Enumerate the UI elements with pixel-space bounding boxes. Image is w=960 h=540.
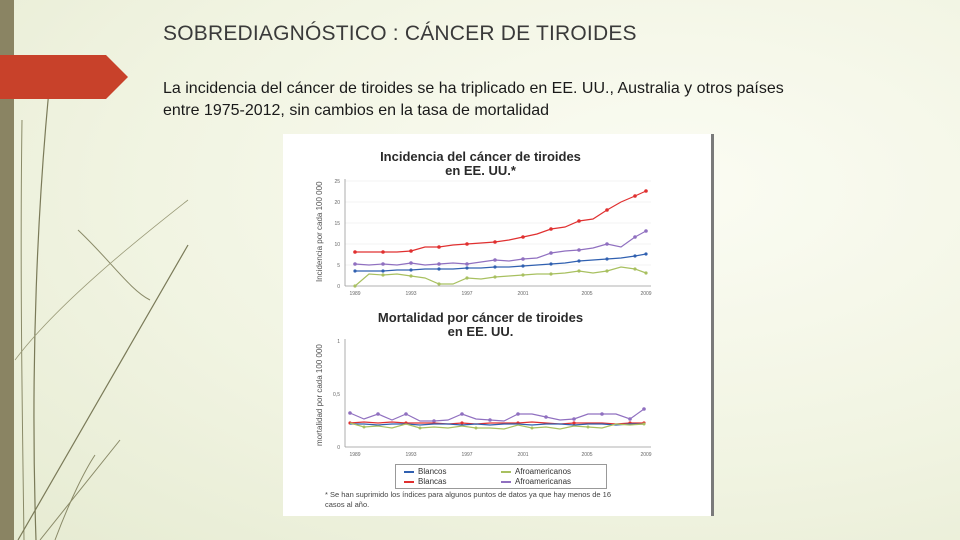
legend-item-afroamericanas: Afroamericanas <box>501 477 571 486</box>
legend-label-afroamericanos: Afroamericanos <box>515 467 572 476</box>
figure-right-border <box>711 134 714 516</box>
incidence-xtick: 2009 <box>640 291 651 297</box>
legend-label-blancos: Blancos <box>418 467 447 476</box>
incidence-series-red <box>353 189 648 254</box>
incidence-xtick: 1997 <box>461 291 472 297</box>
legend-item-blancos: Blancos <box>404 467 446 476</box>
legend-swatch-purple <box>501 480 511 483</box>
thyroid-figure: Incidencia del cáncer de tiroides en EE.… <box>283 134 714 516</box>
legend-swatch-red <box>404 480 414 483</box>
incidence-series-blue <box>353 252 648 273</box>
incidence-ytick: 15 <box>334 221 340 227</box>
mortality-ytick: 0,5 <box>333 392 340 398</box>
slide-title: SOBREDIAGNÓSTICO : CÁNCER DE TIROIDES <box>163 22 637 45</box>
incidence-series-green <box>353 266 648 288</box>
mortality-title-line1: Mortalidad por cáncer de tiroides <box>377 310 584 325</box>
legend-swatch-green <box>501 470 511 473</box>
slide-subtitle: La incidencia del cáncer de tiroides se … <box>163 80 784 119</box>
legend-item-afroamericanos: Afroamericanos <box>501 467 571 476</box>
incidence-grid <box>345 180 651 266</box>
mortality-yticks: 1 0,5 0 <box>333 339 340 451</box>
incidence-ytick: 25 <box>334 179 340 185</box>
figure-footnote: * Se han suprimido los índices para algu… <box>325 490 612 509</box>
mortality-xtick: 1989 <box>349 452 360 458</box>
incidence-chart-title: Incidencia del cáncer de tiroides en EE.… <box>283 150 678 178</box>
incidence-xticks: 1989 1993 1997 2001 2005 2009 <box>349 291 651 297</box>
decorative-lines <box>14 79 189 540</box>
mortality-xtick: 2009 <box>640 452 651 458</box>
mortality-ytick: 1 <box>337 339 340 345</box>
incidence-ytick: 20 <box>334 200 340 206</box>
mortality-title-line2: en EE. UU. <box>447 324 514 339</box>
mortality-xtick: 1997 <box>461 452 472 458</box>
incidence-xtick: 2001 <box>517 291 528 297</box>
incidence-ytick: 10 <box>334 242 340 248</box>
legend-label-afroamericanas: Afroamericanas <box>515 477 572 486</box>
legend-item-blancas: Blancas <box>404 477 446 486</box>
mortality-xtick: 2005 <box>581 452 592 458</box>
legend-swatch-blue <box>404 470 414 473</box>
incidence-chart: 25 20 15 10 5 0 1989 1993 1997 2001 2005… <box>333 179 652 458</box>
mortality-ytick: 0 <box>337 445 340 451</box>
incidence-ytick: 0 <box>337 284 340 290</box>
incidence-yticks: 25 20 15 10 5 0 <box>334 179 340 290</box>
mortality-series-green <box>349 422 646 430</box>
mortality-xtick: 2001 <box>517 452 528 458</box>
mortality-ylabel: mortalidad por cada 100 000 <box>315 344 324 446</box>
incidence-series-purple <box>353 229 648 266</box>
incidence-title-line2: en EE. UU.* <box>445 163 516 178</box>
incidence-xtick: 2005 <box>581 291 592 297</box>
incidence-ytick: 5 <box>337 263 340 269</box>
mortality-xtick: 1993 <box>405 452 416 458</box>
mortality-xticks: 1989 1993 1997 2001 2005 2009 <box>349 452 651 458</box>
title-accent-arrow <box>0 55 128 99</box>
mortality-chart-title: Mortalidad por cáncer de tiroides en EE.… <box>283 311 678 339</box>
left-accent-band <box>0 0 14 540</box>
mortality-series-purple <box>348 407 646 423</box>
chart-legend: Blancos Blancas Afroamericanos Afroameri… <box>395 464 607 489</box>
mortality-series-blue <box>350 423 644 426</box>
legend-label-blancas: Blancas <box>418 477 447 486</box>
incidence-xtick: 1989 <box>349 291 360 297</box>
incidence-xtick: 1993 <box>405 291 416 297</box>
incidence-title-line1: Incidencia del cáncer de tiroides <box>380 149 581 164</box>
